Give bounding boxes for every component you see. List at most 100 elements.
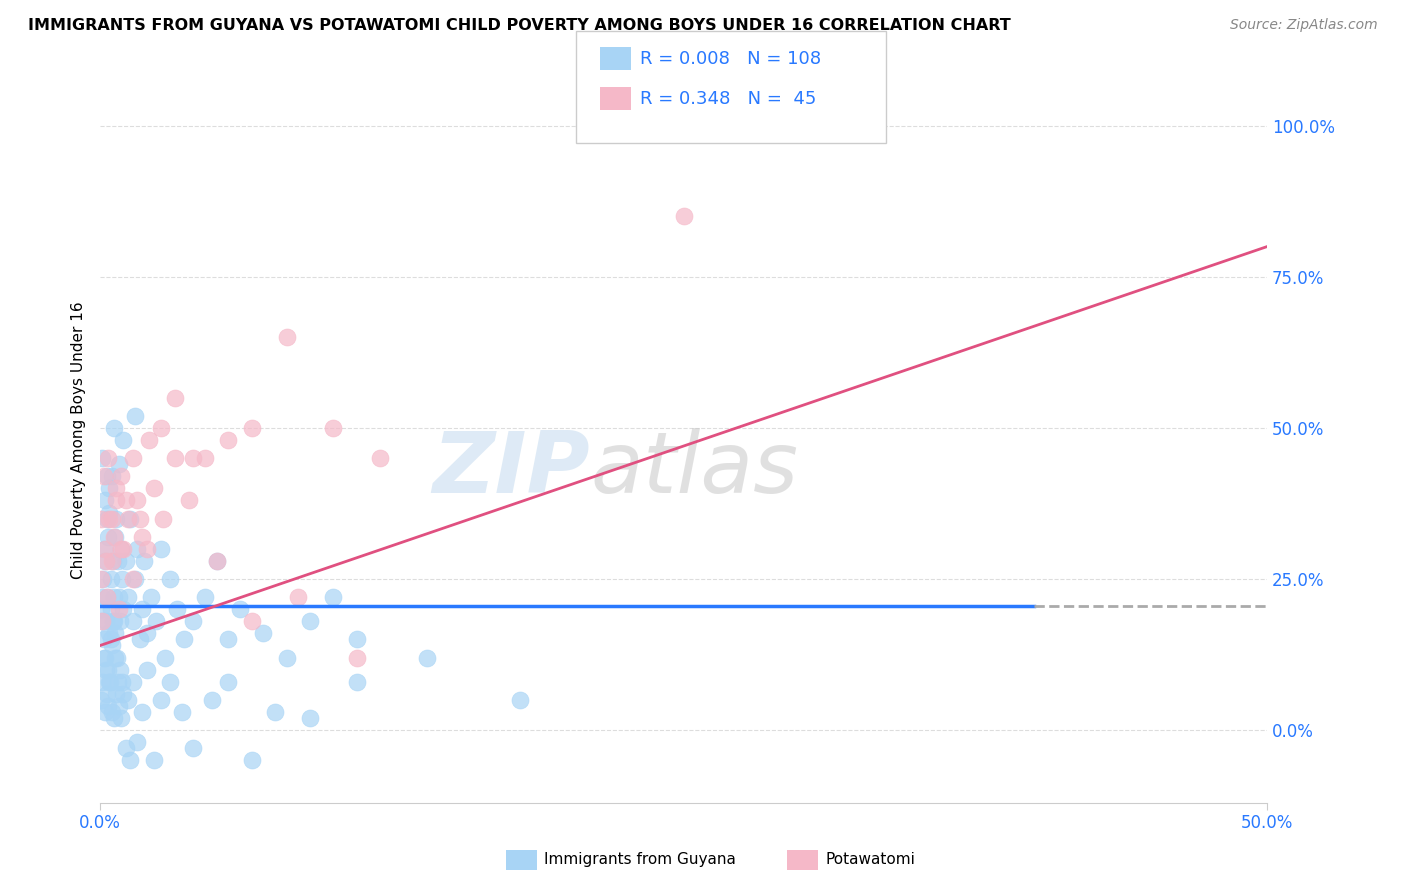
Point — [114, 741, 136, 756]
Point — [98, 626, 121, 640]
Point — [121, 615, 143, 629]
Point — [90, 602, 112, 616]
Point — [128, 511, 150, 525]
Point — [135, 626, 157, 640]
Point — [142, 753, 165, 767]
Text: ZIP: ZIP — [433, 427, 591, 510]
Point — [107, 698, 129, 713]
Point — [103, 711, 125, 725]
Point — [287, 590, 309, 604]
Text: Immigrants from Guyana: Immigrants from Guyana — [544, 853, 735, 867]
Point — [105, 511, 128, 525]
Point — [111, 572, 134, 586]
Point — [105, 687, 128, 701]
Point — [509, 693, 531, 707]
Point — [217, 433, 239, 447]
Point — [94, 650, 117, 665]
Text: atlas: atlas — [591, 427, 799, 510]
Point — [124, 572, 146, 586]
Point — [124, 409, 146, 423]
Y-axis label: Child Poverty Among Boys Under 16: Child Poverty Among Boys Under 16 — [72, 301, 86, 579]
Point — [97, 530, 120, 544]
Point — [105, 650, 128, 665]
Point — [100, 602, 122, 616]
Point — [91, 572, 114, 586]
Point — [166, 602, 188, 616]
Point — [127, 541, 149, 556]
Point — [94, 493, 117, 508]
Point — [299, 615, 322, 629]
Point — [101, 615, 124, 629]
Point — [183, 615, 205, 629]
Point — [135, 663, 157, 677]
Point — [240, 615, 263, 629]
Point — [121, 572, 143, 586]
Point — [672, 210, 695, 224]
Point — [322, 421, 344, 435]
Point — [104, 650, 127, 665]
Point — [96, 511, 118, 525]
Point — [103, 590, 125, 604]
Point — [159, 674, 181, 689]
Point — [110, 541, 132, 556]
Point — [127, 493, 149, 508]
Point — [104, 530, 127, 544]
Point — [264, 705, 287, 719]
Point — [131, 705, 153, 719]
Point — [117, 511, 139, 525]
Point — [149, 693, 172, 707]
Point — [96, 687, 118, 701]
Point — [346, 674, 368, 689]
Point — [201, 693, 224, 707]
Point — [97, 663, 120, 677]
Point — [93, 650, 115, 665]
Point — [94, 615, 117, 629]
Point — [101, 639, 124, 653]
Point — [97, 451, 120, 466]
Point — [107, 554, 129, 568]
Point — [103, 421, 125, 435]
Point — [416, 650, 439, 665]
Point — [98, 511, 121, 525]
Point — [105, 481, 128, 495]
Point — [93, 541, 115, 556]
Point — [110, 469, 132, 483]
Point — [117, 693, 139, 707]
Point — [114, 493, 136, 508]
Point — [170, 705, 193, 719]
Point — [276, 330, 298, 344]
Point — [101, 511, 124, 525]
Point — [100, 632, 122, 647]
Point — [149, 541, 172, 556]
Point — [131, 530, 153, 544]
Text: R = 0.348   N =  45: R = 0.348 N = 45 — [640, 90, 815, 108]
Point — [94, 554, 117, 568]
Point — [194, 451, 217, 466]
Point — [149, 421, 172, 435]
Point — [104, 626, 127, 640]
Point — [103, 530, 125, 544]
Point — [163, 451, 186, 466]
Point — [114, 554, 136, 568]
Point — [98, 481, 121, 495]
Point — [240, 753, 263, 767]
Point — [110, 711, 132, 725]
Point — [112, 541, 135, 556]
Point — [108, 615, 131, 629]
Point — [91, 615, 114, 629]
Point — [205, 554, 228, 568]
Point — [91, 590, 114, 604]
Text: R = 0.008   N = 108: R = 0.008 N = 108 — [640, 50, 821, 68]
Point — [183, 741, 205, 756]
Point — [131, 602, 153, 616]
Point — [121, 674, 143, 689]
Point — [205, 554, 228, 568]
Point — [96, 590, 118, 604]
Point — [276, 650, 298, 665]
Point — [90, 572, 112, 586]
Point — [91, 451, 114, 466]
Point — [93, 632, 115, 647]
Point — [159, 572, 181, 586]
Point — [94, 541, 117, 556]
Point — [138, 433, 160, 447]
